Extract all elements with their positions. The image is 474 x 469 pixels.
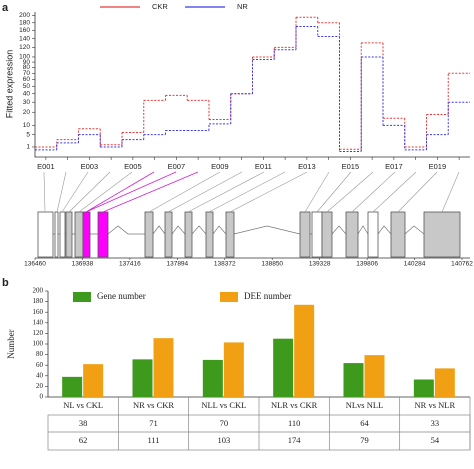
x-tick-label: 136938 <box>72 261 94 268</box>
panel-label: b <box>2 277 9 289</box>
x-tick-label: E003 <box>81 162 99 171</box>
x-tick-label: 139806 <box>356 261 378 268</box>
y-tick-label: 90 <box>23 59 31 66</box>
y-tick-label: 180 <box>19 19 30 26</box>
table-cell: 38 <box>79 418 88 428</box>
x-tick-label: 137894 <box>166 261 188 268</box>
x-tick-label: E013 <box>298 162 316 171</box>
bar <box>62 376 83 397</box>
table-cell: 54 <box>431 435 440 445</box>
y-tick-label: 200 <box>19 12 30 19</box>
y-tick-label: 100 <box>19 54 30 61</box>
y-tick-label: 40 <box>36 371 44 379</box>
x-tick-label: E005 <box>124 162 142 171</box>
x-tick-label: NR vs NLR <box>415 400 456 410</box>
y-tick-label: 0 <box>40 393 44 401</box>
x-tick-label: 138372 <box>214 261 236 268</box>
bar <box>413 379 434 397</box>
bar <box>343 363 364 397</box>
y-tick-label: 160 <box>19 27 30 34</box>
x-tick-label: NLvs NLL <box>346 400 384 410</box>
x-tick-label: 136460 <box>24 261 46 268</box>
x-tick-label: E007 <box>168 162 186 171</box>
y-tick-label: 180 <box>33 297 44 305</box>
y-tick-label: 30 <box>23 99 31 106</box>
table-cell: 71 <box>149 418 158 428</box>
x-tick-label: E015 <box>342 162 360 171</box>
y-tick-label: 100 <box>33 340 44 348</box>
x-tick-label: E009 <box>211 162 229 171</box>
y-tick-label: 40 <box>23 90 31 97</box>
y-tick-label: 140 <box>19 35 30 42</box>
legend-swatch <box>220 292 238 302</box>
panel-label: a <box>2 2 9 14</box>
bar <box>223 342 244 397</box>
x-tick-label: 139328 <box>309 261 331 268</box>
bar <box>294 304 315 397</box>
x-tick-label: 138850 <box>261 261 283 268</box>
bar <box>153 338 174 397</box>
axis <box>34 12 470 158</box>
y-tick-label: 140 <box>33 318 44 326</box>
y-tick-label: 160 <box>33 308 44 316</box>
x-tick-label: E001 <box>37 162 55 171</box>
axis <box>47 291 470 398</box>
legend-label: NR <box>237 2 248 11</box>
y-tick-label: 120 <box>19 44 30 51</box>
y-tick-label: 60 <box>36 361 44 369</box>
x-tick-label: 137416 <box>119 261 141 268</box>
gene-structure <box>37 171 461 258</box>
bar <box>273 338 294 397</box>
y-tick-label: 5 <box>26 131 30 138</box>
table-cell: 70 <box>220 418 229 428</box>
y-tick-label: 120 <box>33 329 44 337</box>
table-cell: 79 <box>360 435 369 445</box>
y-tick-label: 10 <box>23 122 31 129</box>
legend-swatch <box>73 292 91 302</box>
y-axis-label: Number <box>6 329 16 359</box>
table-cell: 103 <box>217 435 230 445</box>
x-tick-label: E011 <box>255 162 272 171</box>
legend-label: Gene number <box>97 291 146 301</box>
x-tick-label: NLR vs CKR <box>271 400 318 410</box>
table-cell: 33 <box>431 418 440 428</box>
bar <box>364 355 385 397</box>
bar <box>202 359 223 397</box>
x-tick-label: 140762 <box>451 261 473 268</box>
y-tick-label: 80 <box>36 350 44 358</box>
legend-label: CKR <box>152 2 168 11</box>
y-tick-label: 70 <box>23 70 31 77</box>
table-cell: 111 <box>147 435 159 445</box>
y-tick-label: 50 <box>23 83 31 90</box>
y-axis-label: Fitted expression <box>4 50 14 119</box>
x-tick-label: 140284 <box>404 261 426 268</box>
y-tick-label: 80 <box>23 64 31 71</box>
table-cell: 110 <box>288 418 300 428</box>
x-tick-label: NR vs CKR <box>133 400 174 410</box>
table-cell: 62 <box>79 435 88 445</box>
y-tick-label: 1 <box>26 144 30 151</box>
legend-label: DEE number <box>244 291 291 301</box>
bar <box>434 368 455 397</box>
x-tick-label: NLL vs CKL <box>201 400 246 410</box>
y-tick-label: 200 <box>33 287 44 295</box>
x-tick-label: E019 <box>429 162 447 171</box>
table-cell: 174 <box>288 435 302 445</box>
table-cell: 64 <box>360 418 369 428</box>
x-tick-label: E017 <box>385 162 403 171</box>
y-tick-label: 60 <box>23 76 31 83</box>
bar <box>83 364 104 397</box>
x-tick-label: NL vs CKL <box>63 400 103 410</box>
bar <box>132 359 153 397</box>
y-tick-label: 20 <box>36 382 44 390</box>
y-tick-label: 20 <box>23 109 31 116</box>
